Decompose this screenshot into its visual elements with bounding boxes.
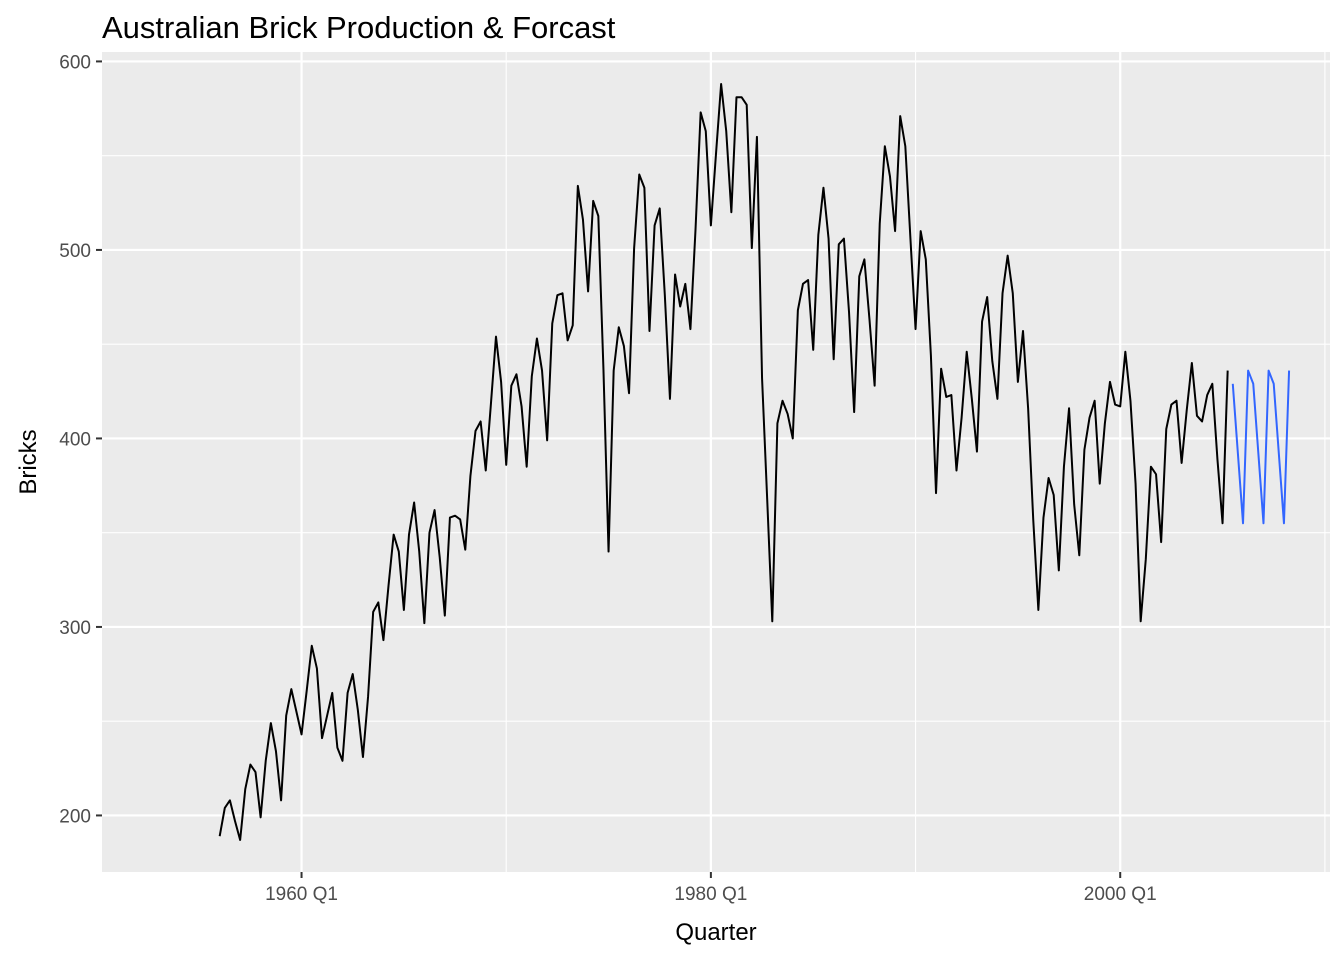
series-line-forecast <box>1231 369 1291 525</box>
series-layer <box>218 83 1291 841</box>
chart-title: Australian Brick Production & Forcast <box>102 10 616 45</box>
y-tick-label: 600 <box>59 52 91 73</box>
series-line-observed <box>218 83 1229 841</box>
y-tick-label: 500 <box>59 241 91 262</box>
y-axis: 200 300 400 500 600 <box>59 52 102 827</box>
x-tick-label: 1980 Q1 <box>674 884 747 905</box>
y-axis-title: Bricks <box>15 429 42 494</box>
y-tick-label: 300 <box>59 618 91 639</box>
x-axis: 1960 Q1 1980 Q1 2000 Q1 <box>265 872 1157 905</box>
x-tick-label: 2000 Q1 <box>1084 884 1157 905</box>
grid-major <box>102 52 1330 872</box>
x-tick-label: 1960 Q1 <box>265 884 338 905</box>
y-tick-label: 400 <box>59 429 91 450</box>
x-axis-title: Quarter <box>675 919 756 946</box>
plot-panel <box>102 52 1330 872</box>
y-tick-label: 200 <box>59 806 91 827</box>
